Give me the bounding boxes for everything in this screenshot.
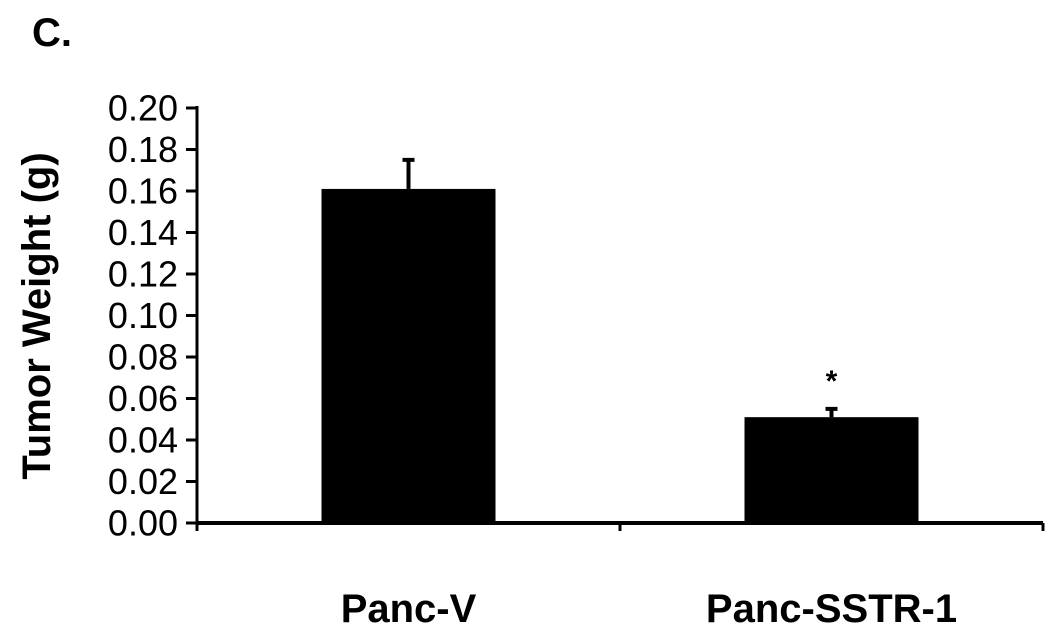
- x-axis-ticks: [195, 523, 1045, 531]
- y-tick-label: 0.14: [108, 212, 178, 253]
- panel-label: C.: [32, 11, 72, 55]
- y-tick-label: 0.12: [108, 254, 178, 295]
- y-tick-label: 0.18: [108, 129, 178, 170]
- x-category-label: Panc-SSTR-1: [706, 587, 957, 631]
- y-tick-label: 0.10: [108, 295, 178, 336]
- x-axis-labels: Panc-V Panc-SSTR-1: [341, 587, 957, 631]
- error-bars: [402, 157, 838, 418]
- y-tick-label: 0.00: [108, 503, 178, 544]
- bar: [321, 188, 496, 524]
- y-axis-ticks: 0.000.020.040.060.080.100.120.140.160.18…: [108, 88, 197, 544]
- y-axis-title: Tumor Weight (g): [15, 152, 59, 479]
- y-tick-label: 0.20: [108, 88, 178, 129]
- y-tick-label: 0.06: [108, 378, 178, 419]
- x-category-label: Panc-V: [341, 587, 477, 631]
- y-tick-label: 0.16: [108, 171, 178, 212]
- y-tick-label: 0.08: [108, 337, 178, 378]
- y-tick-label: 0.02: [108, 461, 178, 502]
- y-tick-label: 0.04: [108, 420, 178, 461]
- bar: [744, 417, 919, 523]
- significance-marker: *: [826, 365, 838, 398]
- significance-annotations: *: [826, 365, 838, 398]
- bar-series: [321, 188, 919, 524]
